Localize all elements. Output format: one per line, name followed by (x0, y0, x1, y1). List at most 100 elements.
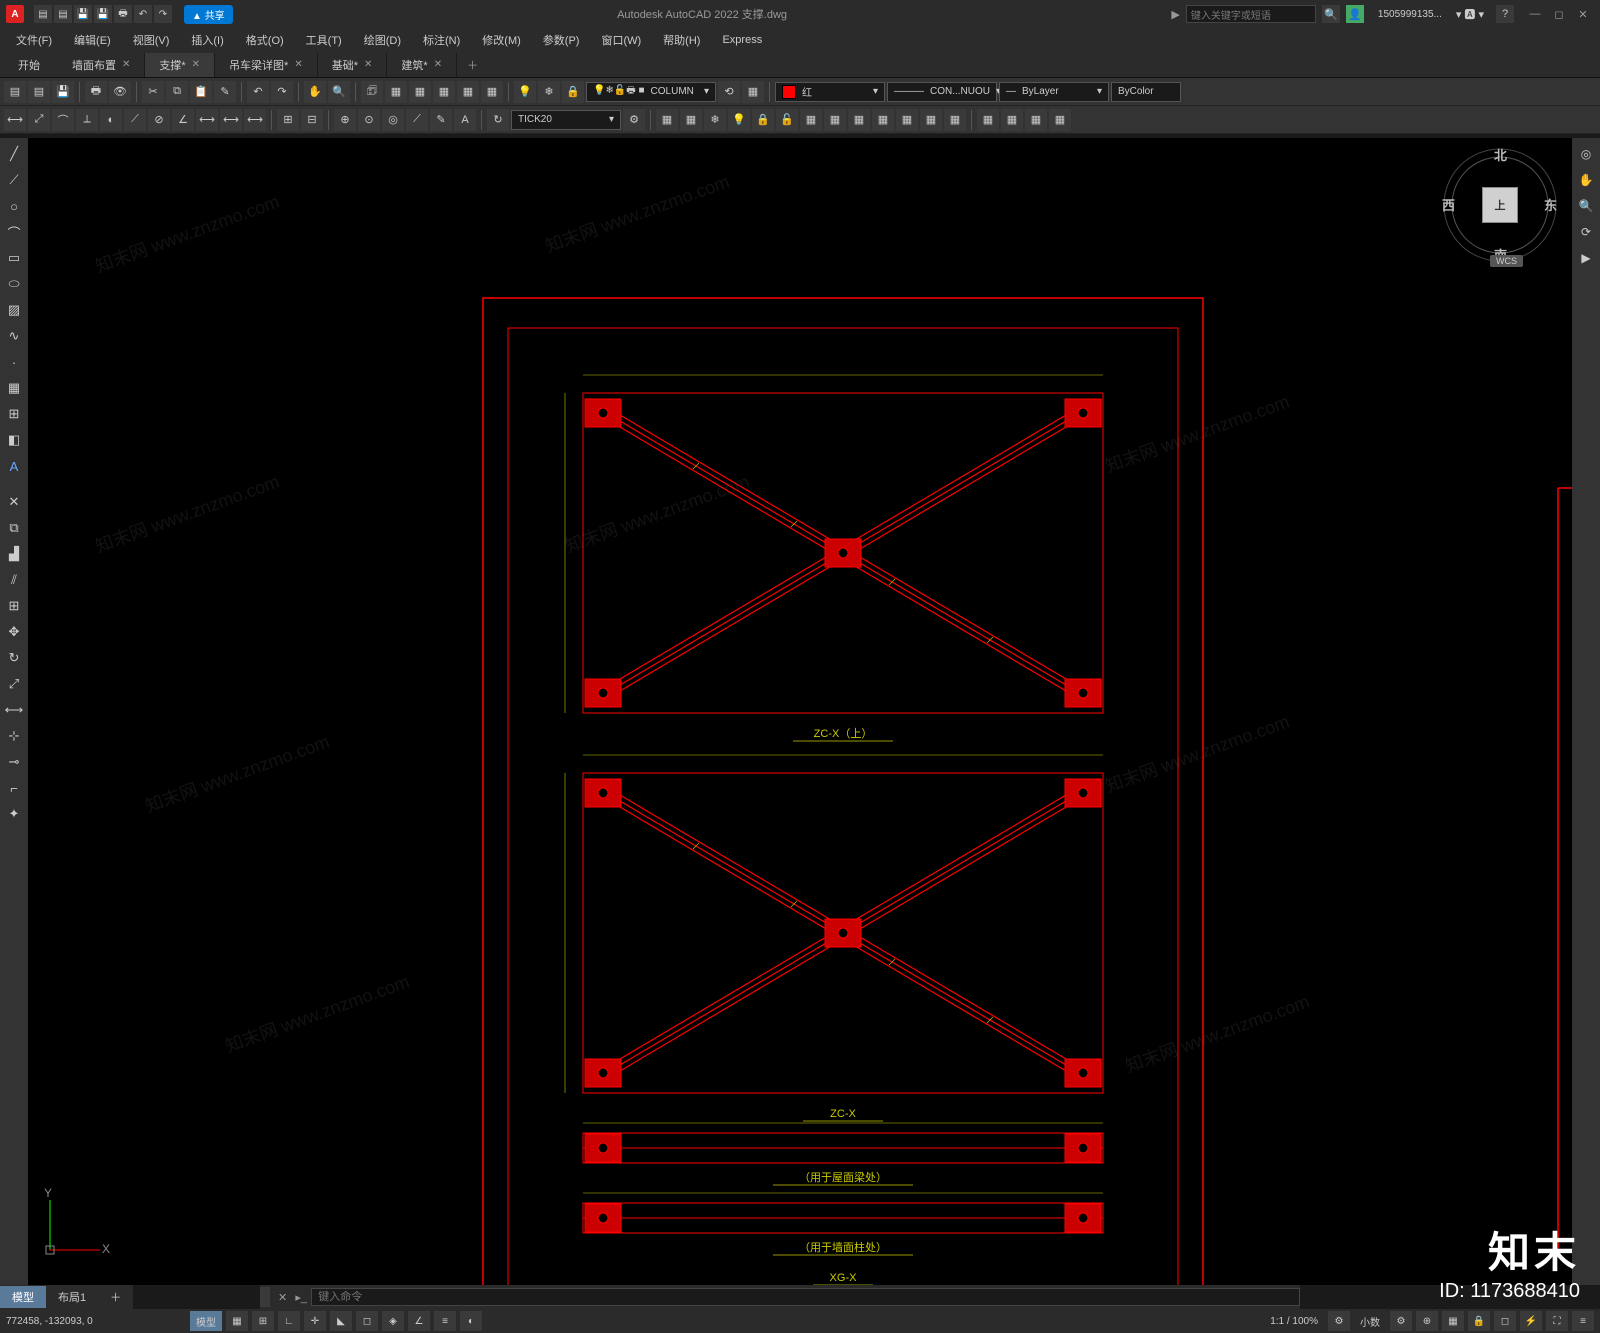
inspect-icon[interactable]: ◎ (382, 109, 404, 131)
command-input[interactable] (311, 1288, 1300, 1306)
laycur-icon[interactable]: ▦ (824, 109, 846, 131)
stretch-tool-icon[interactable]: ⟷ (2, 698, 26, 722)
3dosnap-toggle-icon[interactable]: ◈ (382, 1311, 404, 1331)
showmotion-icon[interactable]: ▶ (1574, 246, 1598, 270)
copy-tool-icon[interactable]: ⧉ (2, 516, 26, 540)
tool-paste-icon[interactable]: 📋 (190, 81, 212, 103)
insert-icon[interactable]: ▦ (1001, 109, 1023, 131)
table-tool-icon[interactable]: ⊞ (2, 402, 26, 426)
tool-markup-icon[interactable]: ▦ (457, 81, 479, 103)
coordinates-readout[interactable]: 772458, -132093, 0 (6, 1316, 186, 1327)
file-tab-3[interactable]: 基础*✕ (318, 53, 388, 77)
menu-draw[interactable]: 绘图(D) (354, 30, 411, 50)
close-icon[interactable]: ✕ (192, 59, 200, 70)
mtext-tool-icon[interactable]: A (2, 454, 26, 478)
extend-tool-icon[interactable]: ⊸ (2, 750, 26, 774)
rotate-tool-icon[interactable]: ↻ (2, 646, 26, 670)
jogline-icon[interactable]: ⟋ (406, 109, 428, 131)
dim-jog-icon[interactable]: ⟋ (124, 109, 146, 131)
tool-new-icon[interactable]: ▤ (4, 81, 26, 103)
dim-radius-icon[interactable]: ◐ (100, 109, 122, 131)
account-label[interactable]: 1505999135... (1378, 9, 1442, 20)
layvpi-icon[interactable]: ▦ (896, 109, 918, 131)
layer-lock-icon[interactable]: 🔒 (562, 81, 584, 103)
move-tool-icon[interactable]: ✥ (2, 620, 26, 644)
polar-toggle-icon[interactable]: ✛ (304, 1311, 326, 1331)
dim-aligned-icon[interactable]: ⤢ (28, 109, 50, 131)
tool-pan-icon[interactable]: ✋ (304, 81, 326, 103)
qat-plot-icon[interactable]: 🖶 (114, 5, 132, 23)
tool-tp-icon[interactable]: ▦ (409, 81, 431, 103)
laywalk-icon[interactable]: ▦ (872, 109, 894, 131)
dim-break-icon[interactable]: ⊟ (301, 109, 323, 131)
otrack-toggle-icon[interactable]: ∠ (408, 1311, 430, 1331)
tool-undo-icon[interactable]: ↶ (247, 81, 269, 103)
viewcube-west[interactable]: 西 (1442, 195, 1455, 214)
tol-icon[interactable]: ⊕ (334, 109, 356, 131)
erase-tool-icon[interactable]: ✕ (2, 490, 26, 514)
pan-nav-icon[interactable]: ✋ (1574, 168, 1598, 192)
dimedit-icon[interactable]: ✎ (430, 109, 452, 131)
ortho-toggle-icon[interactable]: ∟ (278, 1311, 300, 1331)
offset-tool-icon[interactable]: ⫽ (2, 568, 26, 592)
dim-ord-icon[interactable]: ⟂ (76, 109, 98, 131)
qat-redo-icon[interactable]: ↷ (154, 5, 172, 23)
layer-prev-icon[interactable]: ⟲ (718, 81, 740, 103)
menu-insert[interactable]: 插入(I) (181, 30, 233, 50)
line-tool-icon[interactable]: ╱ (2, 142, 26, 166)
qat-open-icon[interactable]: ▤ (54, 5, 72, 23)
scale-tool-icon[interactable]: ⤢ (2, 672, 26, 696)
menu-parametric[interactable]: 参数(P) (533, 30, 590, 50)
start-tab[interactable]: 开始 (0, 53, 58, 77)
user-avatar-icon[interactable]: 👤 (1346, 5, 1364, 23)
share-button[interactable]: ▲ 共享 (184, 5, 233, 24)
nav-wheel-icon[interactable]: ◎ (1574, 142, 1598, 166)
copytolayer-icon[interactable]: ▦ (848, 109, 870, 131)
ellipse-tool-icon[interactable]: ⬭ (2, 272, 26, 296)
lock-ui-icon[interactable]: 🔒 (1468, 1311, 1490, 1331)
layout-add-button[interactable]: ＋ (98, 1286, 133, 1308)
layer-dropdown[interactable]: 💡❄🔓🖶 ■COLUMN▾ (586, 82, 716, 102)
tool-match-icon[interactable]: ✎ (214, 81, 236, 103)
pline-tool-icon[interactable]: ⟋ (2, 168, 26, 192)
cleanscreen-icon[interactable]: ⛶ (1546, 1311, 1568, 1331)
layer-state-icon[interactable]: ▦ (742, 81, 764, 103)
bedit-icon[interactable]: ▦ (1025, 109, 1047, 131)
isolate-icon[interactable]: ◻ (1494, 1311, 1516, 1331)
dim-cont-icon[interactable]: ⟷ (244, 109, 266, 131)
dimstyle-dropdown[interactable]: TICK20▾ (511, 110, 621, 130)
layiso-icon[interactable]: ▦ (656, 109, 678, 131)
anno-monitor-icon[interactable]: ⊕ (1416, 1311, 1438, 1331)
anno-scale[interactable]: 1:1 / 100% (1264, 1316, 1324, 1327)
dim-ang-icon[interactable]: ∠ (172, 109, 194, 131)
file-tab-4[interactable]: 建筑*✕ (387, 53, 457, 77)
menu-help[interactable]: 帮助(H) (653, 30, 710, 50)
file-tab-0[interactable]: 墙面布置✕ (58, 53, 145, 77)
color-dropdown[interactable]: 红▾ (775, 82, 885, 102)
tool-plot-icon[interactable]: 🖶 (85, 81, 107, 103)
osnap-toggle-icon[interactable]: ◻ (356, 1311, 378, 1331)
tool-dc-icon[interactable]: ▦ (385, 81, 407, 103)
block-icon[interactable]: ▦ (977, 109, 999, 131)
laydel-icon[interactable]: ▦ (944, 109, 966, 131)
block-tool-icon[interactable]: ▦ (2, 376, 26, 400)
tool-props-icon[interactable]: 🗊 (361, 81, 383, 103)
dim-space-icon[interactable]: ⊞ (277, 109, 299, 131)
file-tab-1[interactable]: 支撑*✕ (145, 53, 215, 77)
plotstyle-dropdown[interactable]: ByColor (1111, 82, 1181, 102)
close-icon[interactable]: ✕ (122, 59, 130, 70)
qat-undo-icon[interactable]: ↶ (134, 5, 152, 23)
tool-save-icon[interactable]: 💾 (52, 81, 74, 103)
snap-toggle-icon[interactable]: ⊞ (252, 1311, 274, 1331)
dim-base-icon[interactable]: ⟷ (220, 109, 242, 131)
grid-toggle-icon[interactable]: ▦ (226, 1311, 248, 1331)
qat-save-icon[interactable]: 💾 (74, 5, 92, 23)
tool-cut-icon[interactable]: ✂ (142, 81, 164, 103)
tool-calc-icon[interactable]: ▦ (481, 81, 503, 103)
workspace-icon[interactable]: ⚙ (1390, 1311, 1412, 1331)
rect-tool-icon[interactable]: ▭ (2, 246, 26, 270)
mirror-tool-icon[interactable]: ▟ (2, 542, 26, 566)
dimtedit-icon[interactable]: A (454, 109, 476, 131)
cmd-close-icon[interactable]: ✕ (274, 1291, 291, 1304)
apps-icon[interactable]: ▾ 🅰 ▾ (1456, 6, 1484, 22)
